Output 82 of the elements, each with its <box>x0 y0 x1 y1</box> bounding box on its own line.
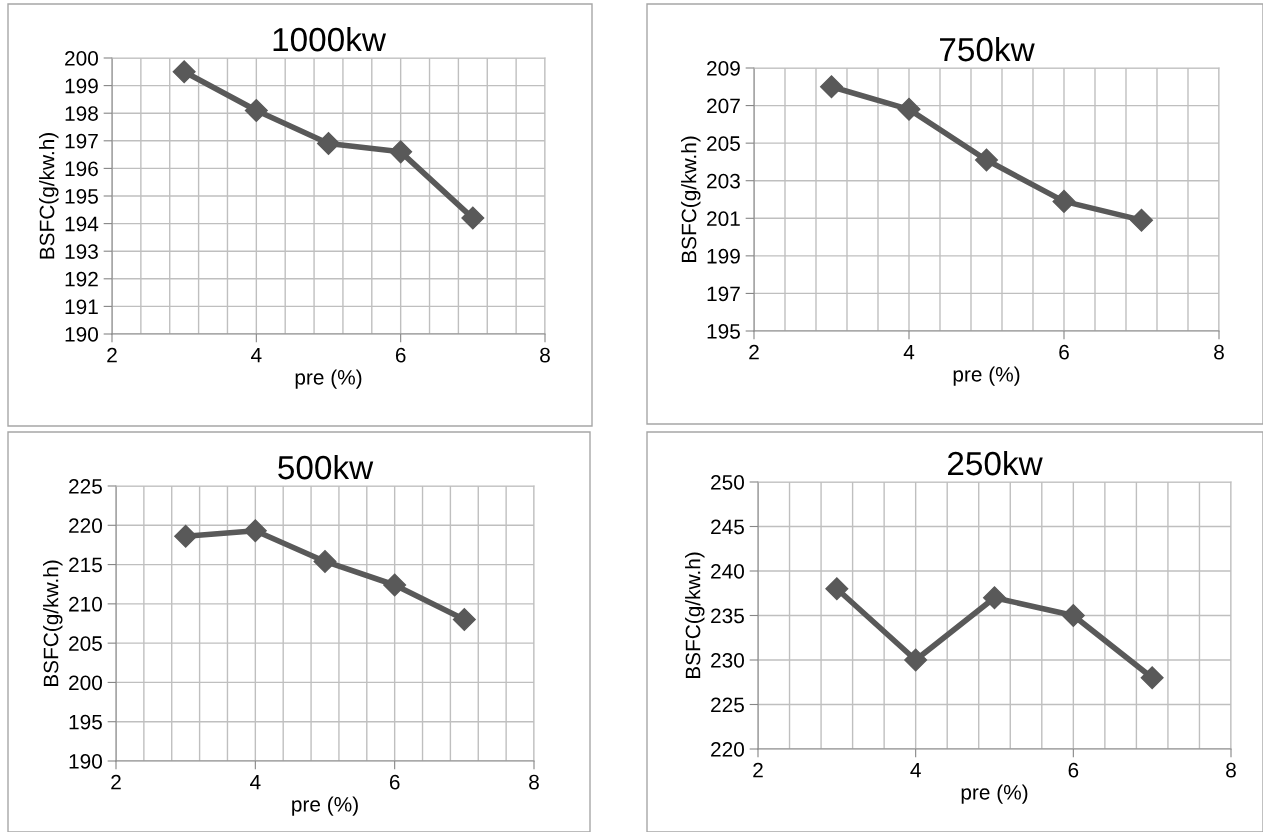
y-tick-label: 209 <box>707 61 740 76</box>
x-tick-label: 2 <box>111 774 121 790</box>
point <box>975 148 998 172</box>
y-tick-label: 200 <box>65 51 98 66</box>
x-tick-label: 8 <box>1226 762 1236 778</box>
y-tick-label: 215 <box>69 557 102 573</box>
point <box>174 524 198 548</box>
point <box>1061 604 1085 627</box>
y-tick-label: 195 <box>65 189 98 204</box>
point <box>461 206 485 230</box>
y-tick-label: 199 <box>65 78 98 94</box>
point <box>389 140 413 164</box>
x-tick-label: 8 <box>540 347 550 363</box>
y-tick-label: 225 <box>711 697 744 713</box>
y-tick-label: 191 <box>65 299 98 315</box>
point <box>383 573 407 597</box>
y-axis-title: BSFC(g/kw.h) <box>39 133 59 259</box>
point <box>820 75 843 99</box>
y-tick-label: 195 <box>69 714 102 730</box>
y-tick-label: 225 <box>69 479 102 494</box>
x-tick-label: 4 <box>251 347 262 363</box>
point <box>172 60 196 84</box>
chart-title: 500kw <box>278 454 374 480</box>
chart-title: 250kw <box>948 450 1043 476</box>
point <box>313 549 337 573</box>
y-tick-label: 240 <box>711 564 744 579</box>
x-axis-title: pre (%) <box>295 369 362 389</box>
y-axis-title: BSFC(g/kw.h) <box>43 560 63 687</box>
point <box>825 577 849 601</box>
x-axis-title: pre (%) <box>292 796 358 816</box>
y-tick-label: 250 <box>711 475 744 490</box>
y-tick-label: 205 <box>69 636 102 651</box>
x-tick-label: 2 <box>107 347 117 363</box>
y-axis-title: BSFC(g/kw.h) <box>681 136 701 263</box>
y-tick-label: 197 <box>65 133 98 149</box>
x-axis-title: pre (%) <box>961 784 1028 804</box>
y-tick-label: 245 <box>711 519 744 535</box>
x-tick-label: 6 <box>389 774 400 790</box>
x-tick-label: 2 <box>753 762 763 778</box>
chart-title: 750kw <box>940 36 1035 62</box>
point <box>1052 189 1076 213</box>
y-tick-label: 197 <box>707 286 740 302</box>
y-tick-label: 194 <box>65 216 99 232</box>
point <box>1130 208 1153 232</box>
x-tick-label: 8 <box>529 774 539 790</box>
y-tick-label: 190 <box>65 327 98 342</box>
y-tick-label: 201 <box>707 211 740 227</box>
y-tick-label: 230 <box>711 653 744 668</box>
y-tick-label: 196 <box>65 161 98 177</box>
x-tick-label: 2 <box>749 344 759 360</box>
y-tick-label: 210 <box>69 596 102 612</box>
point <box>897 97 921 121</box>
y-tick-label: 220 <box>711 742 744 757</box>
y-tick-label: 235 <box>711 608 744 624</box>
point <box>1140 666 1164 690</box>
x-tick-label: 6 <box>1068 762 1079 778</box>
x-tick-label: 4 <box>903 344 915 360</box>
y-tick-label: 193 <box>65 244 98 259</box>
chart-title: 1000kw <box>273 26 387 52</box>
x-axis-title: pre (%) <box>953 366 1020 386</box>
y-tick-label: 207 <box>707 98 740 114</box>
y-tick-label: 192 <box>65 271 98 287</box>
y-tick-label: 220 <box>69 518 102 534</box>
y-tick-label: 190 <box>69 754 102 769</box>
y-tick-label: 203 <box>707 173 740 189</box>
point <box>243 519 267 543</box>
y-tick-label: 195 <box>707 324 740 339</box>
y-tick-label: 199 <box>707 248 740 264</box>
x-tick-label: 8 <box>1214 344 1224 360</box>
x-tick-label: 4 <box>250 774 261 790</box>
point <box>983 586 1006 610</box>
point <box>452 608 476 632</box>
y-tick-label: 205 <box>707 136 740 151</box>
y-tick-label: 198 <box>65 106 98 121</box>
point <box>244 98 268 122</box>
x-tick-label: 6 <box>1059 344 1069 360</box>
y-tick-label: 200 <box>69 675 102 691</box>
x-tick-label: 6 <box>395 347 406 363</box>
y-axis-title: BSFC(g/kw.h) <box>685 552 705 679</box>
point <box>904 648 928 672</box>
point <box>317 132 340 156</box>
x-tick-label: 4 <box>910 762 921 778</box>
